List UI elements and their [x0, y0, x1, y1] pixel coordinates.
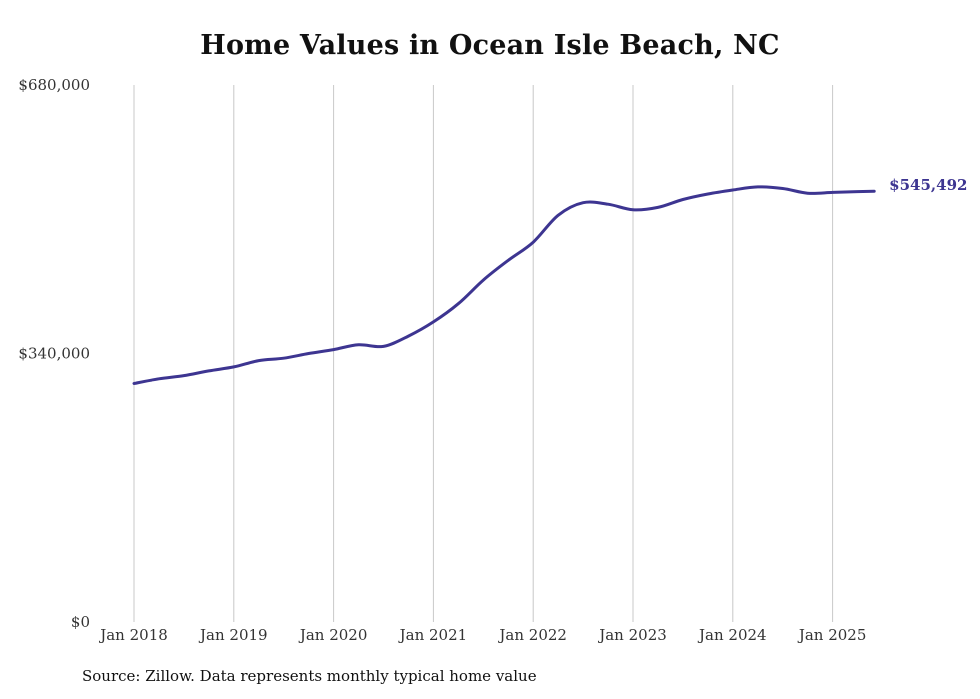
y-tick-label: $680,000	[18, 76, 90, 94]
x-tick-label: Jan 2024	[697, 626, 767, 644]
end-value-labels: $545,492	[889, 176, 967, 194]
x-axis-tick-labels: Jan 2018 Jan 2019 Jan 2020 Jan 2021 Jan 2022…	[98, 626, 866, 644]
x-tick-label: Jan 2019	[198, 626, 268, 644]
series-lines	[132, 185, 876, 385]
y-tick-label: $0	[71, 613, 90, 631]
series-line-0	[132, 185, 876, 385]
x-tick-label: Jan 2018	[98, 626, 168, 644]
x-tick-label: Jan 2023	[597, 626, 667, 644]
end-value-label: $545,492	[889, 176, 967, 194]
x-tick-label: Jan 2022	[497, 626, 567, 644]
vertical-gridlines	[133, 85, 834, 622]
y-tick-label: $340,000	[18, 345, 90, 363]
y-axis-tick-labels: $0 $340,000 $680,000	[18, 76, 90, 631]
source-note: Source: Zillow. Data represents monthly …	[82, 667, 537, 685]
x-tick-label: Jan 2025	[797, 626, 867, 644]
x-tick-label: Jan 2020	[298, 626, 368, 644]
x-tick-label: Jan 2021	[398, 626, 468, 644]
chart-title: Home Values in Ocean Isle Beach, NC	[200, 30, 780, 61]
